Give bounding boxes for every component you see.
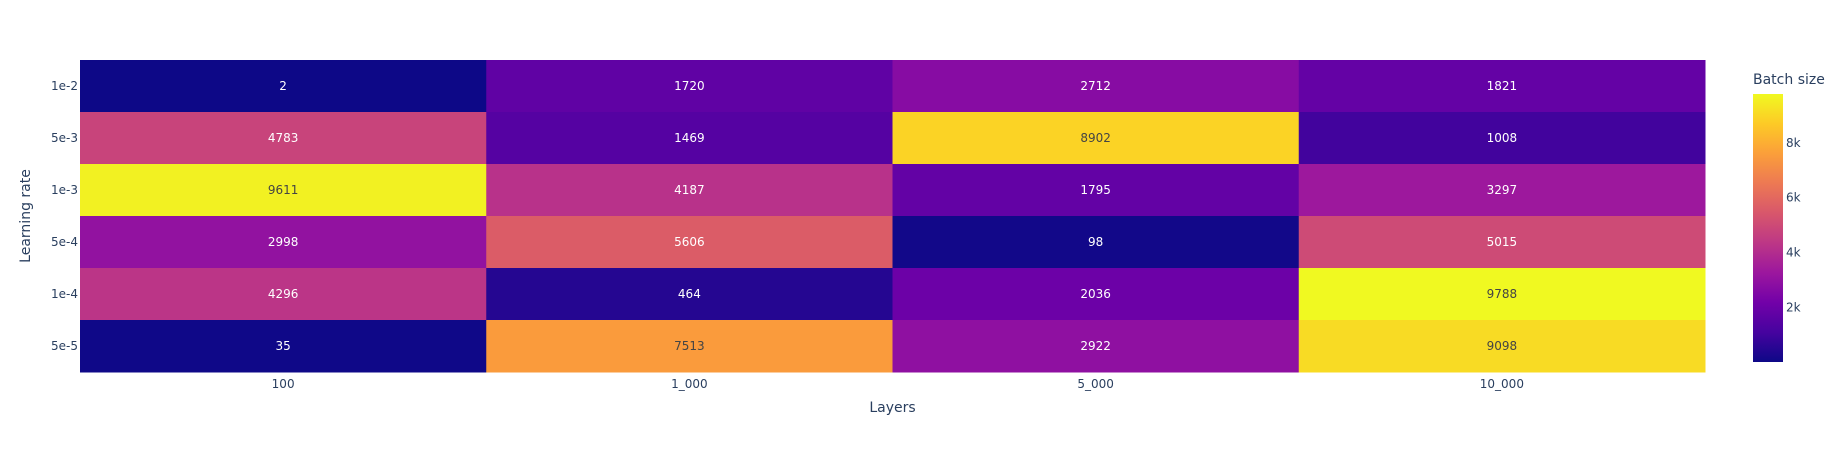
x-tick-label: 1_000: [671, 377, 708, 391]
cell-value-label: 2: [279, 79, 287, 93]
heatmap-cell: [486, 112, 893, 165]
cell-value-label: 1469: [674, 131, 705, 145]
heatmap-cell-labels: 2 1720 2712 1821 4783 1469 8902 1008 9611 4187 179…: [268, 79, 1517, 353]
y-axis-ticks: 1e-2 5e-3 1e-3 5e-4 1e-4 5e-5: [51, 79, 78, 353]
heatmap-cell: [892, 60, 1300, 113]
heatmap-cell: [486, 60, 893, 113]
cell-value-label: 3297: [1487, 183, 1518, 197]
y-tick-label: 5e-5: [51, 339, 78, 353]
heatmap-cell: [486, 216, 893, 269]
heatmap-cell: [80, 320, 487, 373]
cell-value-label: 1821: [1487, 79, 1518, 93]
cell-value-label: 2712: [1080, 79, 1111, 93]
cell-value-label: 5015: [1487, 235, 1518, 249]
cell-value-label: 4296: [268, 287, 299, 301]
colorbar: Batch size 2k 4k 6k 8k: [1753, 72, 1825, 362]
heatmap-cell: [80, 164, 487, 217]
x-axis-title: Layers: [869, 400, 915, 416]
colorbar-tick-label: 6k: [1786, 191, 1801, 205]
x-tick-label: 100: [272, 377, 295, 391]
cell-value-label: 9788: [1487, 287, 1518, 301]
cell-value-label: 4187: [674, 183, 705, 197]
cell-value-label: 4783: [268, 131, 299, 145]
y-tick-label: 1e-4: [51, 287, 78, 301]
cell-value-label: 2922: [1080, 339, 1111, 353]
heatmap-cell: [80, 268, 487, 321]
heatmap-cell: [486, 268, 893, 321]
heatmap-cell: [892, 320, 1300, 373]
cell-value-label: 2036: [1080, 287, 1111, 301]
colorbar-title: Batch size: [1753, 72, 1825, 88]
cell-value-label: 9611: [268, 183, 299, 197]
heatmap-cells: [80, 60, 1706, 373]
heatmap-cell: [892, 216, 1300, 269]
y-tick-label: 1e-2: [51, 79, 78, 93]
y-tick-label: 5e-3: [51, 131, 78, 145]
cell-value-label: 464: [678, 287, 701, 301]
colorbar-gradient: [1753, 94, 1783, 362]
cell-value-label: 35: [275, 339, 290, 353]
x-axis-ticks: 100 1_000 5_000 10_000: [272, 377, 1524, 391]
heatmap-cell: [1298, 164, 1706, 217]
heatmap-cell: [80, 112, 487, 165]
heatmap-cell: [80, 60, 487, 113]
heatmap-cell: [892, 268, 1300, 321]
x-tick-label: 5_000: [1077, 377, 1114, 391]
cell-value-label: 2998: [268, 235, 299, 249]
colorbar-ticks: 2k 4k 6k 8k: [1786, 136, 1801, 314]
heatmap-cell: [486, 164, 893, 217]
cell-value-label: 8902: [1080, 131, 1111, 145]
heatmap-cell: [486, 320, 893, 373]
heatmap-cell: [1298, 60, 1706, 113]
y-tick-label: 1e-3: [51, 183, 78, 197]
heatmap-cell: [1298, 216, 1706, 269]
heatmap-cell: [1298, 112, 1706, 165]
heatmap-cell: [1298, 320, 1706, 373]
heatmap-cell: [892, 112, 1300, 165]
x-tick-label: 10_000: [1480, 377, 1524, 391]
cell-value-label: 98: [1088, 235, 1103, 249]
cell-value-label: 1795: [1080, 183, 1111, 197]
colorbar-tick-label: 8k: [1786, 136, 1801, 150]
cell-value-label: 9098: [1487, 339, 1518, 353]
colorbar-tick-label: 4k: [1786, 246, 1801, 260]
colorbar-tick-label: 2k: [1786, 300, 1801, 314]
heatmap-cell: [1298, 268, 1706, 321]
cell-value-label: 7513: [674, 339, 705, 353]
cell-value-label: 1008: [1487, 131, 1518, 145]
heatmap-cell: [892, 164, 1300, 217]
cell-value-label: 5606: [674, 235, 705, 249]
y-axis-title: Learning rate: [18, 169, 34, 263]
cell-value-label: 1720: [674, 79, 705, 93]
y-tick-label: 5e-4: [51, 235, 78, 249]
heatmap-cell: [80, 216, 487, 269]
